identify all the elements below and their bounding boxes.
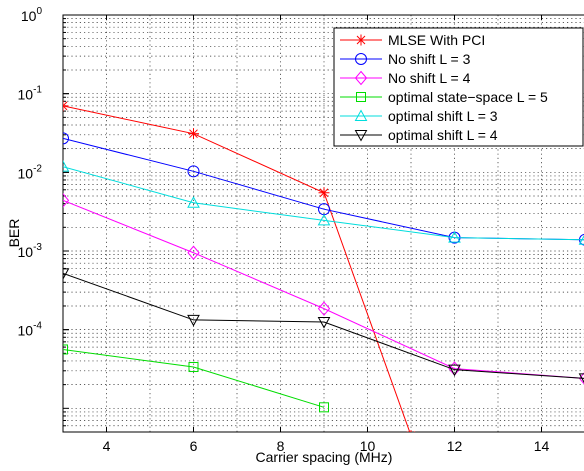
marker-triangle-up (448, 231, 461, 243)
marker-asterisk (63, 100, 69, 112)
legend-label: optimal shift L = 4 (388, 127, 498, 143)
marker-triangle-down (187, 314, 200, 327)
marker-triangle-down (578, 373, 584, 384)
x-tick-label: 8 (277, 438, 285, 454)
marker-triangle-down (317, 317, 331, 329)
series-3 (63, 344, 329, 413)
x-axis-label: Carrier spacing (MHz) (256, 449, 393, 465)
marker-asterisk (355, 34, 367, 46)
marker-square (356, 92, 366, 102)
legend-item: No shift L = 4 (340, 70, 471, 86)
marker-diamond (354, 70, 368, 86)
marker-asterisk (318, 187, 330, 199)
marker-triangle-down (354, 130, 368, 142)
marker-triangle-down (63, 268, 70, 280)
marker-triangle-up (317, 213, 331, 226)
marker-triangle-up (578, 235, 584, 245)
legend-label: optimal state−space L = 5 (388, 89, 548, 105)
legend-item: No shift L = 3 (340, 51, 471, 67)
marker-asterisk (406, 430, 416, 432)
legend-label: optimal shift L = 3 (388, 108, 498, 124)
marker-square (63, 344, 68, 355)
y-tick-label: 10-1 (18, 85, 43, 103)
legend-label: MLSE With PCI (388, 32, 485, 48)
series-line (63, 199, 584, 379)
marker-square (188, 362, 199, 373)
marker-diamond (63, 193, 70, 208)
series-line (63, 105, 411, 432)
marker-square (319, 402, 329, 413)
series-line (63, 272, 584, 379)
marker-asterisk (188, 128, 199, 140)
x-tick-label: 4 (103, 438, 111, 454)
legend-item: optimal state−space L = 5 (340, 89, 548, 105)
marker-triangle-down (448, 364, 461, 377)
y-tick-label: 10-4 (18, 321, 43, 339)
legend-label: No shift L = 4 (388, 70, 471, 86)
marker-circle (63, 132, 69, 145)
axes: 4 6 8 10 12 14 100 10-1 10-2 10-3 10-4 (18, 6, 584, 454)
series-layer (63, 100, 584, 432)
marker-triangle-up (187, 196, 200, 208)
y-axis-label: BER (6, 219, 22, 248)
grid (63, 15, 584, 432)
legend-item: MLSE With PCI (340, 32, 485, 48)
series-line (63, 348, 325, 408)
y-tick-label: 100 (21, 6, 43, 24)
series-5 (63, 268, 584, 384)
legend-box (333, 27, 584, 147)
x-tick-label: 10 (360, 438, 376, 454)
series-4 (63, 160, 584, 245)
y-tick-label: 10-2 (18, 163, 43, 181)
series-line (63, 166, 584, 241)
plot-frame (62, 14, 584, 433)
y-tick-label: 10-3 (18, 242, 43, 260)
series-0 (63, 100, 416, 432)
marker-circle (355, 53, 367, 65)
legend-item: optimal shift L = 4 (340, 127, 498, 143)
marker-triangle-up (354, 109, 368, 121)
marker-circle (187, 165, 200, 178)
marker-diamond (317, 301, 331, 316)
legend-item: optimal shift L = 3 (340, 108, 498, 124)
x-tick-label: 12 (447, 438, 463, 454)
marker-triangle-up (63, 160, 70, 172)
x-tick-label: 14 (534, 438, 550, 454)
marker-diamond (187, 245, 200, 261)
x-tick-label: 6 (190, 438, 198, 454)
legend-label: No shift L = 3 (388, 51, 471, 67)
legend: MLSE With PCI No shift L = 3 No shift L = … (333, 27, 584, 147)
